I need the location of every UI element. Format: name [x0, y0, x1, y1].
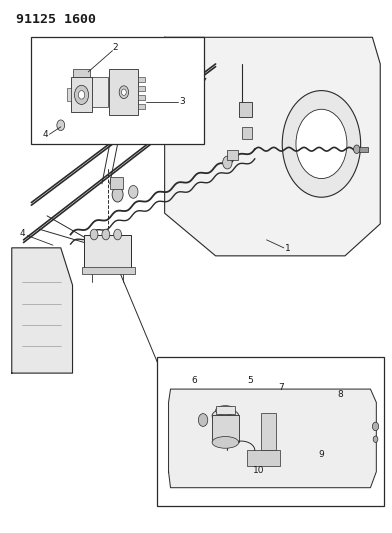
Bar: [359, 147, 368, 152]
Bar: [109, 69, 138, 115]
Bar: [216, 406, 235, 414]
Text: 5: 5: [247, 376, 253, 384]
Ellipse shape: [212, 437, 239, 448]
Bar: [138, 95, 145, 100]
Circle shape: [112, 187, 123, 202]
Bar: [138, 86, 145, 91]
Bar: [261, 413, 276, 450]
Circle shape: [102, 229, 110, 240]
Bar: [242, 127, 252, 139]
Bar: [84, 235, 131, 269]
Text: 4: 4: [20, 229, 25, 238]
Ellipse shape: [216, 406, 235, 415]
Text: 9: 9: [319, 450, 324, 458]
Bar: [157, 357, 384, 506]
Polygon shape: [169, 389, 376, 488]
Text: 4: 4: [42, 130, 48, 139]
Circle shape: [372, 422, 379, 431]
Circle shape: [198, 414, 208, 426]
Circle shape: [129, 185, 138, 198]
Bar: [82, 266, 135, 274]
Text: 8: 8: [338, 390, 343, 399]
Circle shape: [223, 156, 232, 169]
Text: 2: 2: [113, 44, 118, 52]
Text: 91125 1600: 91125 1600: [16, 13, 96, 26]
Bar: [212, 415, 239, 442]
Bar: [247, 450, 280, 466]
Bar: [67, 88, 71, 101]
Bar: [110, 177, 123, 189]
Text: 7: 7: [279, 383, 284, 392]
Polygon shape: [12, 248, 73, 373]
Bar: [71, 77, 92, 112]
Bar: [31, 37, 204, 144]
Bar: [92, 77, 108, 107]
Circle shape: [354, 145, 360, 154]
Bar: [138, 77, 145, 82]
Text: 6: 6: [191, 376, 197, 384]
Circle shape: [57, 120, 65, 131]
Bar: [73, 69, 90, 77]
Circle shape: [373, 436, 378, 442]
Polygon shape: [165, 37, 380, 256]
Circle shape: [282, 91, 361, 197]
Text: 1: 1: [285, 244, 291, 253]
Text: 10: 10: [253, 466, 265, 474]
Bar: [239, 102, 252, 117]
Circle shape: [78, 91, 85, 99]
Text: 3: 3: [180, 97, 185, 106]
Circle shape: [122, 89, 126, 95]
Circle shape: [119, 86, 129, 99]
Circle shape: [74, 85, 89, 104]
Bar: [138, 104, 145, 109]
Circle shape: [296, 109, 347, 179]
Circle shape: [90, 229, 98, 240]
Ellipse shape: [212, 409, 239, 422]
Bar: [227, 150, 238, 160]
Circle shape: [114, 229, 122, 240]
